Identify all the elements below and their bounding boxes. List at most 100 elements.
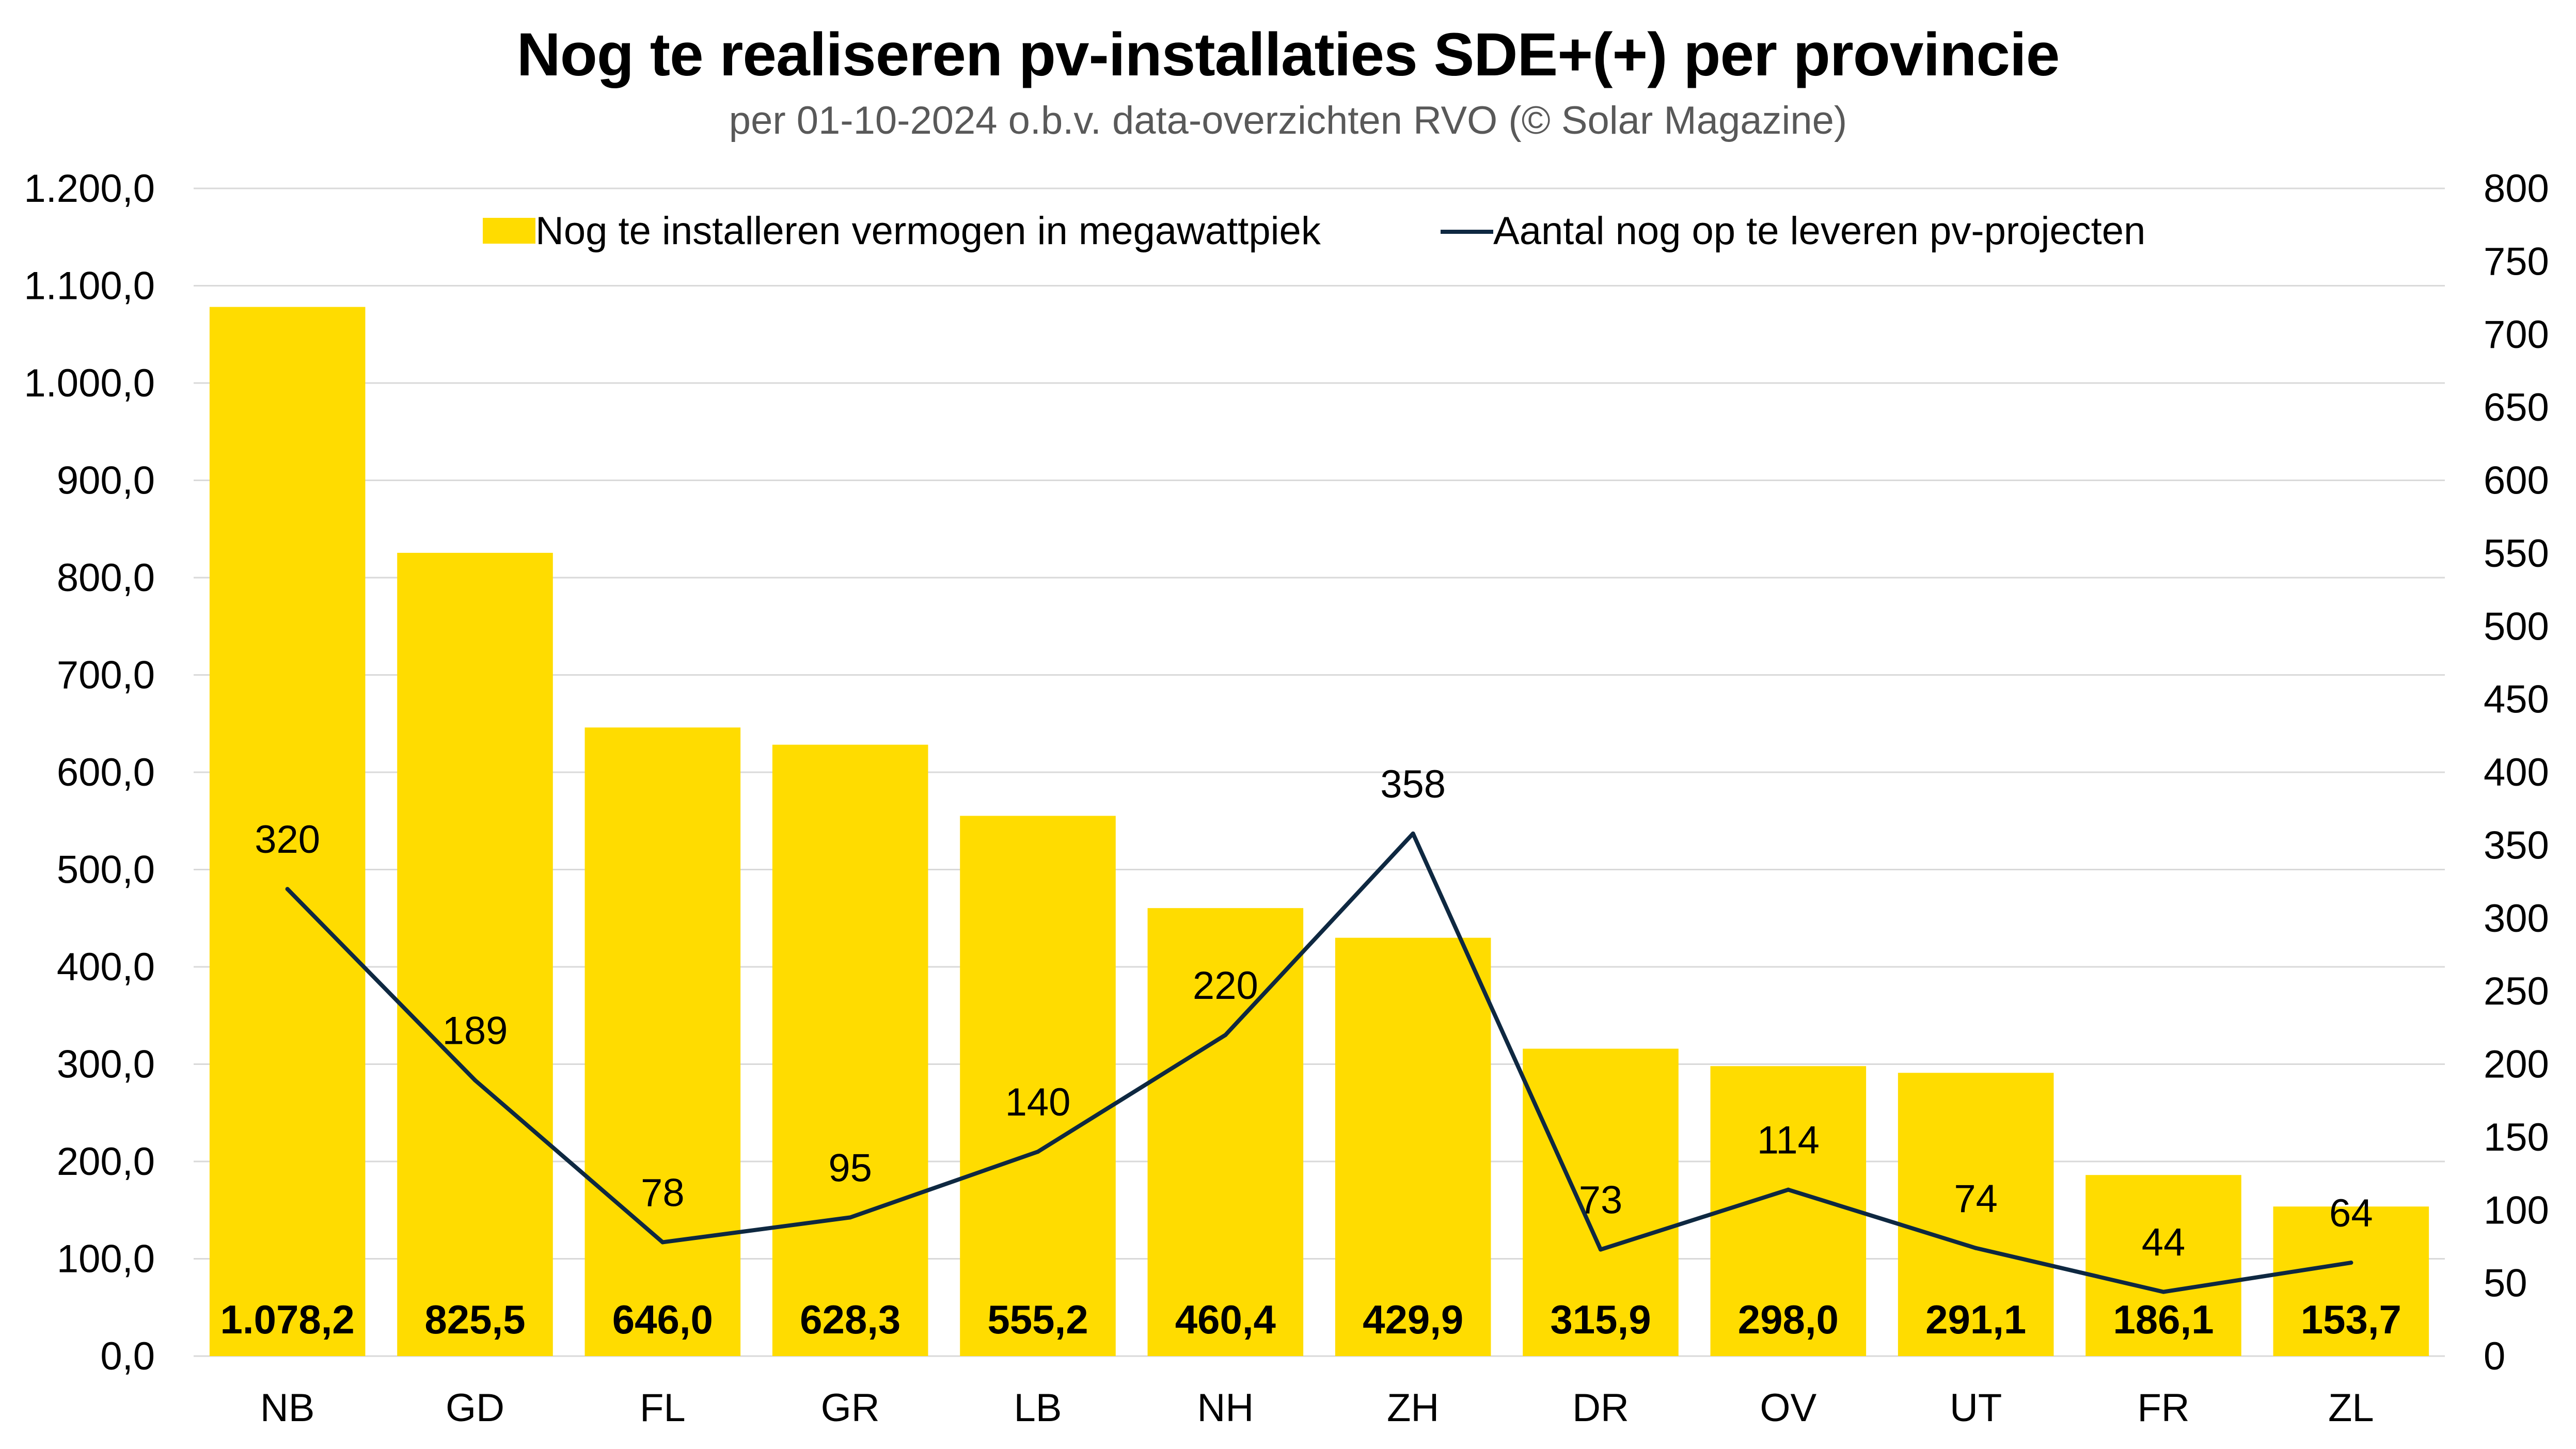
y-right-tick-label: 50	[2484, 1262, 2527, 1305]
line-point	[2349, 1261, 2353, 1265]
line-point	[1786, 1187, 1791, 1192]
line-point	[848, 1215, 852, 1220]
bar-series	[209, 307, 2429, 1356]
y-left-tick-label: 400,0	[57, 945, 155, 989]
x-tick-label: ZL	[2328, 1386, 2374, 1430]
x-tick-label: UT	[1950, 1386, 2002, 1430]
data-labels: 1.078,2 825,5 646,0 628,3 555,2 460,4 429,9 315…	[220, 762, 2401, 1342]
bar	[584, 727, 741, 1356]
line-value-label: 189	[442, 1009, 508, 1053]
bar	[1523, 1048, 1679, 1356]
line-value-label: 320	[255, 818, 320, 862]
legend-label-line: Aantal nog op te leveren pv-projecten	[1493, 209, 2145, 253]
bar	[1898, 1073, 2054, 1356]
x-tick-label: OV	[1760, 1386, 1816, 1430]
line-value-label: 44	[2142, 1221, 2186, 1265]
line-value-label: 358	[1380, 762, 1446, 806]
bar-value-label: 628,3	[800, 1297, 900, 1342]
x-tick-label: NH	[1197, 1386, 1254, 1430]
y-left-tick-label: 0,0	[100, 1334, 155, 1378]
line-value-label: 73	[1579, 1179, 1623, 1222]
bar-value-label: 460,4	[1175, 1297, 1276, 1342]
y-right-tick-label: 250	[2484, 969, 2549, 1013]
bar	[1335, 937, 1491, 1356]
y-left-tick-label: 900,0	[57, 459, 155, 503]
line-series	[285, 831, 2353, 1294]
legend[interactable]: Nog te installeren vermogen in megawattp…	[483, 209, 2145, 253]
bar	[1710, 1066, 1867, 1356]
line-point	[1036, 1150, 1040, 1154]
bar-value-label: 429,9	[1363, 1297, 1463, 1342]
y-right-tick-label: 650	[2484, 386, 2549, 429]
bar-value-label: 1.078,2	[220, 1297, 355, 1342]
bar	[2273, 1206, 2429, 1356]
y-right-tick-label: 600	[2484, 459, 2549, 503]
line-value-label: 95	[828, 1146, 872, 1190]
axes: 0,0 100,0 200,0 300,0 400,0 500,0 600,0 700,0 80…	[24, 167, 2549, 1430]
y-right-tick-label: 100	[2484, 1188, 2549, 1232]
chart-title: Nog te realiseren pv-installaties SDE+(+…	[516, 21, 2060, 89]
line-value-label: 78	[641, 1171, 685, 1215]
gridlines	[194, 187, 2445, 1357]
x-tick-label: GD	[446, 1386, 504, 1430]
y-left-tick-label: 200,0	[57, 1140, 155, 1184]
bar	[772, 744, 928, 1356]
bar	[397, 552, 553, 1356]
y-right-tick-label: 400	[2484, 751, 2549, 794]
bar-value-label: 646,0	[612, 1297, 713, 1342]
line-point	[1599, 1247, 1603, 1252]
line-point	[1973, 1246, 1978, 1250]
line-point	[660, 1240, 665, 1245]
y-right-tick-label: 450	[2484, 678, 2549, 722]
x-tick-label: ZH	[1387, 1386, 1439, 1430]
y-left-tick-label: 600,0	[57, 751, 155, 794]
x-tick-label: FR	[2137, 1386, 2189, 1430]
bar-value-label: 298,0	[1738, 1297, 1839, 1342]
y-left-tick-label: 700,0	[57, 654, 155, 697]
line-point	[2161, 1289, 2166, 1294]
y-left-tick-label: 300,0	[57, 1043, 155, 1087]
bar	[1147, 908, 1304, 1356]
y-right-tick-label: 150	[2484, 1116, 2549, 1159]
bar-value-label: 315,9	[1550, 1297, 1651, 1342]
y-right-tick-label: 300	[2484, 897, 2549, 941]
line-point	[1411, 831, 1415, 836]
chart-subtitle: per 01-10-2024 o.b.v. data-overzichten R…	[729, 99, 1847, 142]
y-left-tick-label: 1.200,0	[24, 167, 155, 211]
y-left-tick-label: 1.100,0	[24, 264, 155, 308]
line-point	[473, 1078, 477, 1082]
x-tick-label: GR	[821, 1386, 880, 1430]
line-value-label: 140	[1005, 1080, 1071, 1124]
y-right-tick-label: 500	[2484, 604, 2549, 648]
bar	[2085, 1175, 2241, 1356]
line-point	[1223, 1032, 1228, 1037]
y-left-tick-label: 800,0	[57, 556, 155, 600]
bar-value-label: 555,2	[987, 1297, 1088, 1342]
x-tick-label: DR	[1572, 1386, 1629, 1430]
bar	[960, 816, 1116, 1356]
line-value-label: 114	[1757, 1119, 1820, 1163]
y-left-tick-label: 500,0	[57, 848, 155, 892]
x-tick-label: LB	[1014, 1386, 1062, 1430]
y-right-tick-label: 700	[2484, 313, 2549, 357]
bar-value-label: 291,1	[1925, 1297, 2026, 1342]
line-point	[285, 887, 290, 891]
legend-label-bars: Nog te installeren vermogen in megawattp…	[535, 209, 1321, 253]
bar-value-label: 186,1	[2113, 1297, 2214, 1342]
bar-value-label: 825,5	[424, 1297, 525, 1342]
series-line	[285, 831, 2353, 1294]
bar	[209, 307, 366, 1356]
y-left-tick-label: 1.000,0	[24, 361, 155, 405]
y-right-tick-label: 750	[2484, 240, 2549, 283]
line-value-label: 74	[1954, 1177, 1998, 1221]
y-right-tick-label: 0	[2484, 1334, 2505, 1378]
bar-value-label: 153,7	[2301, 1297, 2401, 1342]
line-value-label: 220	[1193, 964, 1258, 1008]
y-left-tick-label: 100,0	[57, 1237, 155, 1281]
y-right-tick-label: 350	[2484, 823, 2549, 867]
y-right-tick-label: 800	[2484, 167, 2549, 211]
x-tick-label: FL	[640, 1386, 686, 1430]
y-right-tick-label: 550	[2484, 532, 2549, 576]
line-value-label: 64	[2329, 1191, 2373, 1235]
